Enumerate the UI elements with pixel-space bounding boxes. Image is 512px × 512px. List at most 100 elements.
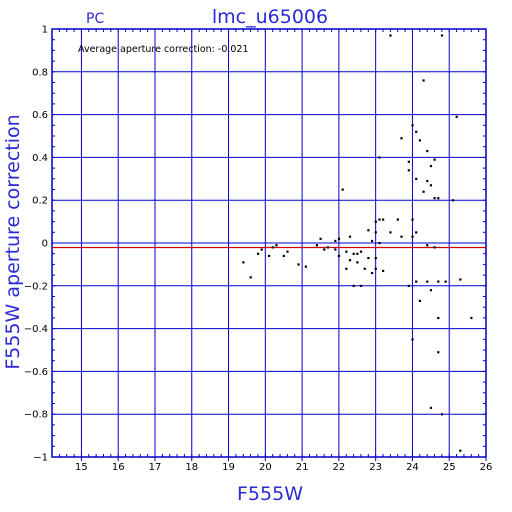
y-tick-label: 0.2	[32, 196, 48, 207]
data-point	[440, 413, 444, 416]
x-tick-label: 20	[259, 462, 272, 473]
data-point	[374, 220, 377, 223]
data-point	[348, 235, 352, 238]
data-point	[352, 284, 355, 287]
x-tick-label: 18	[185, 462, 198, 473]
data-point	[370, 271, 374, 275]
data-point	[242, 261, 245, 264]
data-point	[378, 156, 381, 159]
data-point	[374, 267, 377, 270]
data-point	[286, 250, 289, 253]
data-point	[433, 246, 436, 249]
data-point	[455, 115, 458, 118]
y-tick-label: 0	[42, 239, 48, 250]
data-point	[415, 130, 418, 133]
data-point	[396, 218, 399, 221]
y-tick-label: −0.8	[24, 410, 48, 421]
data-point	[345, 267, 348, 270]
x-axis-label: F555W	[237, 483, 303, 505]
data-point	[378, 218, 381, 221]
data-point	[348, 259, 352, 262]
data-point	[382, 218, 385, 221]
data-point	[367, 256, 370, 260]
data-point	[459, 278, 462, 281]
data-point	[337, 237, 341, 240]
chart-title: lmc_u65006	[212, 6, 328, 28]
data-point	[459, 449, 462, 452]
data-point	[374, 256, 377, 260]
data-point	[437, 351, 440, 354]
data-point	[275, 244, 278, 247]
data-point	[334, 239, 337, 243]
data-point	[437, 316, 440, 320]
data-point	[429, 164, 433, 168]
data-point	[326, 246, 330, 249]
y-tick-labels: −1 −0.8 −0.6 −0.4 −0.2 0 0.2 0.4 0.6 0.8 1	[24, 25, 48, 464]
data-point	[382, 269, 385, 273]
x-tick-label: 26	[480, 462, 493, 473]
data-point	[433, 197, 436, 200]
data-point	[407, 160, 410, 163]
x-tick-label: 21	[296, 462, 309, 473]
data-point	[315, 244, 319, 247]
y-tick-label: −1	[33, 453, 48, 464]
data-point	[363, 267, 366, 270]
x-tick-label: 22	[333, 462, 346, 473]
x-tick-label: 25	[443, 462, 456, 473]
data-point	[440, 34, 444, 37]
x-tick-label: 23	[369, 462, 382, 473]
data-point	[426, 244, 429, 247]
data-point	[433, 158, 436, 161]
data-point	[437, 280, 440, 283]
data-point	[334, 248, 337, 251]
data-point	[268, 254, 271, 258]
data-point	[271, 246, 274, 249]
data-point	[282, 254, 285, 258]
data-point	[260, 248, 263, 251]
tick-marks	[51, 28, 487, 461]
data-point	[345, 250, 348, 253]
data-point	[356, 252, 359, 255]
data-point	[444, 280, 447, 283]
data-point	[437, 197, 440, 200]
data-point	[389, 34, 392, 37]
data-point	[411, 124, 414, 127]
data-point	[378, 242, 381, 245]
data-point	[418, 299, 421, 302]
data-point	[415, 280, 418, 283]
data-point	[429, 406, 433, 409]
corner-label: PC	[86, 11, 104, 27]
data-point	[426, 179, 429, 183]
data-point	[426, 280, 429, 283]
y-tick-label: 1	[42, 25, 48, 36]
data-point	[400, 235, 403, 238]
data-point	[470, 316, 473, 320]
data-point	[370, 239, 374, 243]
data-point	[297, 263, 300, 266]
annotation-text: Average aperture correction: -0.021	[78, 44, 249, 55]
data-point	[411, 218, 414, 221]
y-tick-label: 0.4	[32, 153, 48, 164]
x-tick-label: 17	[149, 462, 162, 473]
y-tick-label: −0.4	[24, 324, 48, 335]
data-point	[389, 231, 392, 234]
data-point	[341, 188, 344, 191]
data-point	[304, 265, 307, 268]
data-point	[400, 137, 403, 140]
data-point	[451, 199, 455, 202]
data-point	[323, 248, 326, 251]
data-point	[256, 252, 260, 255]
data-point	[426, 149, 429, 153]
data-point	[422, 190, 425, 193]
data-point	[429, 289, 433, 292]
data-point	[411, 235, 414, 238]
data-point	[359, 284, 363, 287]
y-tick-label: −0.2	[24, 281, 48, 292]
data-point	[367, 229, 370, 232]
y-tick-label: −0.6	[24, 367, 48, 378]
data-point	[422, 79, 425, 82]
data-point	[319, 237, 322, 240]
y-tick-label: 0.8	[32, 67, 48, 78]
data-point	[356, 261, 359, 264]
x-tick-label: 16	[112, 462, 125, 473]
